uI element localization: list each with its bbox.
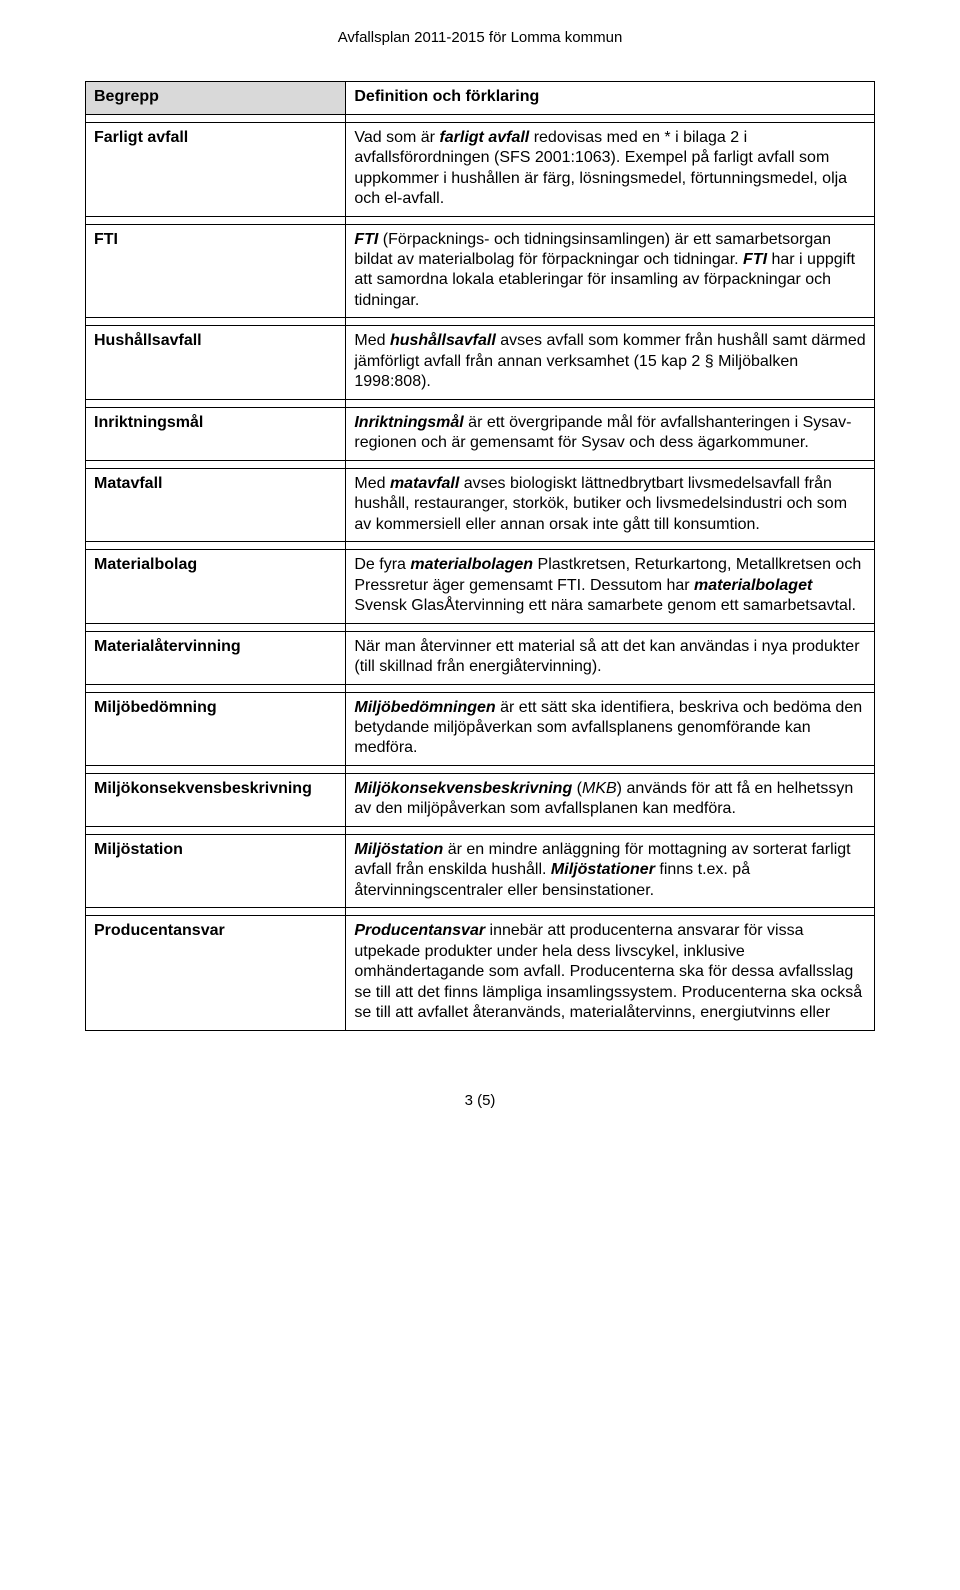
term-cell: Miljökonsekvensbeskrivning	[86, 773, 346, 826]
table-row: MaterialbolagDe fyra materialbolagen Pla…	[86, 550, 875, 623]
table-row: MiljöstationMiljöstation är en mindre an…	[86, 834, 875, 907]
table-row: MaterialåtervinningNär man återvinner et…	[86, 631, 875, 684]
term-cell: Miljöstation	[86, 834, 346, 907]
definition-cell: De fyra materialbolagen Plastkretsen, Re…	[346, 550, 875, 623]
definition-cell: Miljöbedömningen är ett sätt ska identif…	[346, 692, 875, 765]
definition-cell: Med hushållsavfall avses avfall som komm…	[346, 326, 875, 399]
term-cell: Producentansvar	[86, 916, 346, 1030]
page-number: 3 (5)	[85, 1091, 875, 1110]
definition-cell: Miljöstation är en mindre anläggning för…	[346, 834, 875, 907]
table-row: HushållsavfallMed hushållsavfall avses a…	[86, 326, 875, 399]
term-cell: Farligt avfall	[86, 122, 346, 216]
term-cell: Hushållsavfall	[86, 326, 346, 399]
definitions-table: Begrepp Definition och förklaring Farlig…	[85, 81, 875, 1030]
table-row: InriktningsmålInriktningsmål är ett över…	[86, 407, 875, 460]
column-header-definition: Definition och förklaring	[346, 82, 875, 114]
term-cell: Materialåtervinning	[86, 631, 346, 684]
term-cell: Matavfall	[86, 468, 346, 541]
term-cell: Materialbolag	[86, 550, 346, 623]
table-row: MiljökonsekvensbeskrivningMiljökonsekven…	[86, 773, 875, 826]
table-row: MatavfallMed matavfall avses biologiskt …	[86, 468, 875, 541]
definition-cell: FTI (Förpacknings- och tidningsinsamling…	[346, 224, 875, 318]
definition-cell: Producentansvar innebär att producentern…	[346, 916, 875, 1030]
term-cell: Inriktningsmål	[86, 407, 346, 460]
definition-cell: När man återvinner ett material så att d…	[346, 631, 875, 684]
definitions-body: Farligt avfallVad som är farligt avfall …	[86, 114, 875, 1030]
term-cell: FTI	[86, 224, 346, 318]
definition-cell: Miljökonsekvensbeskrivning (MKB) används…	[346, 773, 875, 826]
table-row: ProducentansvarProducentansvar innebär a…	[86, 916, 875, 1030]
term-cell: Miljöbedömning	[86, 692, 346, 765]
definition-cell: Med matavfall avses biologiskt lättnedbr…	[346, 468, 875, 541]
table-row: FTIFTI (Förpacknings- och tidningsinsaml…	[86, 224, 875, 318]
definition-cell: Vad som är farligt avfall redovisas med …	[346, 122, 875, 216]
document-header: Avfallsplan 2011-2015 för Lomma kommun	[85, 28, 875, 47]
definition-cell: Inriktningsmål är ett övergripande mål f…	[346, 407, 875, 460]
table-row: Farligt avfallVad som är farligt avfall …	[86, 122, 875, 216]
column-header-term: Begrepp	[86, 82, 346, 114]
table-row: MiljöbedömningMiljöbedömningen är ett sä…	[86, 692, 875, 765]
